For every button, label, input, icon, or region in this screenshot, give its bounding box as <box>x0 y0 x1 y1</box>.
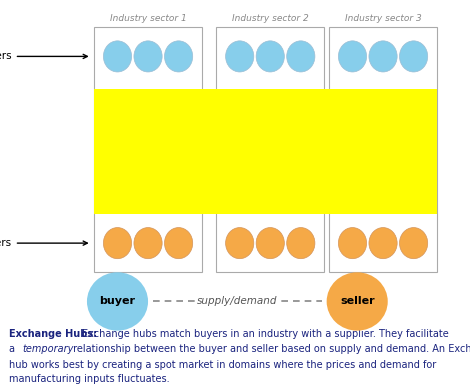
Ellipse shape <box>226 41 254 72</box>
Text: supply/demand: supply/demand <box>197 296 278 307</box>
Ellipse shape <box>338 228 367 259</box>
Ellipse shape <box>369 228 397 259</box>
Bar <box>216 27 324 272</box>
Text: buyer: buyer <box>100 296 135 307</box>
Text: buyers: buyers <box>0 51 87 61</box>
Ellipse shape <box>134 41 162 72</box>
Ellipse shape <box>164 228 193 259</box>
Bar <box>94 89 437 214</box>
Bar <box>94 27 202 272</box>
Ellipse shape <box>400 41 428 72</box>
Text: hub works best by creating a spot market in domains where the prices and demand : hub works best by creating a spot market… <box>9 360 437 370</box>
Ellipse shape <box>369 41 397 72</box>
Text: manufacturing inputs fluctuates.: manufacturing inputs fluctuates. <box>9 374 170 384</box>
Ellipse shape <box>338 41 367 72</box>
Text: seller: seller <box>340 296 375 307</box>
Text: Exchange Hubs:: Exchange Hubs: <box>9 329 98 339</box>
Ellipse shape <box>134 228 162 259</box>
Ellipse shape <box>287 41 315 72</box>
Ellipse shape <box>327 272 388 331</box>
Text: Industry sector 2: Industry sector 2 <box>232 14 309 23</box>
Ellipse shape <box>103 41 132 72</box>
Text: Exchange hubs match buyers in an industry with a supplier. They facilitate: Exchange hubs match buyers in an industr… <box>82 329 449 339</box>
Text: temporary: temporary <box>23 344 74 354</box>
Text: a: a <box>9 344 18 354</box>
Text: Industry sector 1: Industry sector 1 <box>110 14 187 23</box>
Ellipse shape <box>400 228 428 259</box>
Ellipse shape <box>103 228 132 259</box>
Text: Industry sector 3: Industry sector 3 <box>345 14 422 23</box>
Text: sellers: sellers <box>0 238 87 248</box>
Ellipse shape <box>226 228 254 259</box>
Ellipse shape <box>164 41 193 72</box>
Ellipse shape <box>256 41 284 72</box>
Ellipse shape <box>256 228 284 259</box>
Ellipse shape <box>87 272 148 331</box>
Bar <box>329 27 437 272</box>
Text: relationship between the buyer and seller based on supply and demand. An Exchang: relationship between the buyer and selle… <box>70 344 470 354</box>
Ellipse shape <box>287 228 315 259</box>
